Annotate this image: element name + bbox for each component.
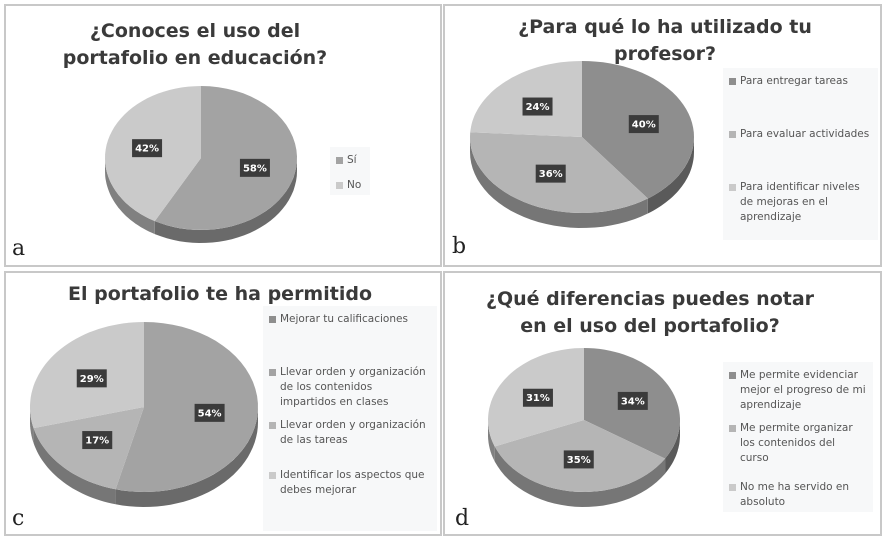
data-label-bg-2-2 bbox=[82, 431, 113, 450]
pie-side-1-0 bbox=[647, 137, 694, 214]
legend-item: Para entregar tareas bbox=[729, 74, 872, 89]
data-label-2-3: 29% bbox=[80, 374, 104, 385]
legend-swatch bbox=[336, 182, 343, 189]
legend-item: Llevar orden y organización de los conte… bbox=[269, 365, 431, 410]
data-label-bg-0-1 bbox=[132, 139, 163, 158]
legend-item: Para evaluar actividades bbox=[729, 127, 872, 142]
legend-item: Identificar los aspectos que debes mejor… bbox=[269, 468, 431, 498]
data-label-1-0: 40% bbox=[632, 120, 656, 131]
legend-label: Me permite organizar los contenidos del … bbox=[740, 422, 853, 464]
legend-label: No bbox=[347, 179, 362, 191]
legend-swatch bbox=[729, 484, 736, 491]
pie-side-0-0 bbox=[154, 158, 297, 243]
data-label-2-2: 17% bbox=[85, 436, 109, 447]
data-label-bg-2-1 bbox=[194, 403, 225, 422]
legend-label: Llevar orden y organización de las tarea… bbox=[280, 419, 426, 446]
data-label-bg-1-1 bbox=[535, 164, 566, 183]
pie-side-2-3 bbox=[30, 407, 34, 444]
legend-label: Para evaluar actividades bbox=[740, 128, 870, 140]
legend-item: Llevar orden y organización de las tarea… bbox=[269, 418, 431, 448]
panel-letter-a: a bbox=[12, 236, 26, 261]
pie-side-3-2 bbox=[488, 420, 495, 462]
chart-title-d: ¿Qué diferencias puedes notar en el uso … bbox=[485, 288, 815, 337]
legend-label: Llevar orden y organización de los conte… bbox=[280, 366, 426, 408]
pie-side-0-1 bbox=[105, 158, 155, 235]
legend-swatch bbox=[336, 157, 343, 164]
legend-swatch bbox=[269, 422, 276, 429]
legend-item: Para identificar niveles de mejoras en e… bbox=[729, 180, 872, 225]
data-label-3-0: 34% bbox=[621, 396, 645, 407]
legend-swatch bbox=[729, 131, 736, 138]
data-label-1-2: 24% bbox=[526, 102, 550, 113]
data-label-bg-3-0 bbox=[617, 391, 648, 410]
data-label-bg-1-0 bbox=[628, 115, 659, 134]
legend-label: Me permite evidenciar mejor el progreso … bbox=[740, 369, 866, 411]
legend-item: No bbox=[336, 178, 364, 193]
data-label-0-1: 42% bbox=[135, 144, 159, 155]
legend-swatch bbox=[729, 372, 736, 379]
legend-swatch bbox=[729, 184, 736, 191]
panel-letter-d: d bbox=[455, 506, 470, 531]
legend-label: Mejorar tu calificaciones bbox=[280, 313, 408, 325]
pie-side-3-1 bbox=[494, 446, 666, 507]
data-label-3-1: 35% bbox=[567, 455, 591, 466]
legend-swatch bbox=[729, 425, 736, 432]
legend-label: No me ha servido en absoluto bbox=[740, 481, 849, 508]
pie-side-2-2 bbox=[33, 428, 116, 505]
legend-swatch bbox=[269, 369, 276, 376]
legend-b: Para entregar tareas Para evaluar activid… bbox=[723, 68, 878, 240]
legend-c: Mejorar tu calificaciones Llevar orden y … bbox=[263, 306, 437, 531]
panel-letter-b: b bbox=[452, 234, 467, 259]
data-label-0-0: 58% bbox=[243, 163, 267, 174]
chart-title-c: El portafolio te ha permitido bbox=[67, 283, 372, 305]
chart-title-b: ¿Para qué lo ha utilizado tu profesor? bbox=[518, 16, 812, 65]
legend-item: Sí bbox=[336, 153, 364, 168]
data-label-bg-1-2 bbox=[522, 97, 553, 116]
pie-side-1-1 bbox=[470, 137, 648, 228]
panel-letter-c: c bbox=[12, 506, 25, 531]
data-label-bg-0-0 bbox=[239, 158, 270, 177]
data-label-3-2: 31% bbox=[526, 393, 550, 404]
legend-item: Me permite evidenciar mejor el progreso … bbox=[729, 368, 867, 413]
chart-title-a: ¿Conoces el uso del portafolio en educac… bbox=[62, 20, 328, 69]
legend-d: Me permite evidenciar mejor el progreso … bbox=[723, 362, 873, 512]
data-label-bg-3-1 bbox=[563, 450, 594, 469]
legend-swatch bbox=[729, 78, 736, 85]
legend-item: Me permite organizar los contenidos del … bbox=[729, 421, 867, 466]
legend-swatch bbox=[269, 316, 276, 323]
data-label-bg-3-2 bbox=[522, 388, 553, 407]
legend-swatch bbox=[269, 472, 276, 479]
pie-slice-2-1 bbox=[115, 322, 258, 492]
data-label-2-1: 54% bbox=[198, 408, 222, 419]
legend-label: Para entregar tareas bbox=[740, 75, 848, 87]
data-label-1-1: 36% bbox=[539, 169, 563, 180]
legend-label: Para identificar niveles de mejoras en e… bbox=[740, 181, 860, 223]
legend-item: No me ha servido en absoluto bbox=[729, 480, 867, 510]
legend-label: Identificar los aspectos que debes mejor… bbox=[280, 469, 425, 496]
pie-side-2-1 bbox=[115, 407, 258, 507]
legend-a: Sí No bbox=[330, 147, 370, 195]
legend-label: Sí bbox=[347, 154, 357, 166]
legend-item: Mejorar tu calificaciones bbox=[269, 312, 431, 327]
data-label-bg-2-3 bbox=[76, 369, 107, 388]
pie-slice-0-0 bbox=[154, 86, 297, 230]
pie-side-3-0 bbox=[665, 420, 680, 474]
